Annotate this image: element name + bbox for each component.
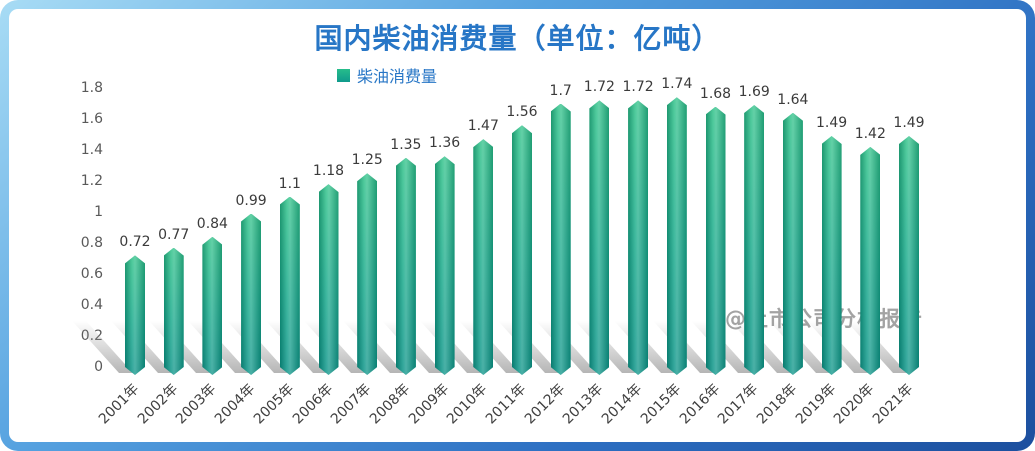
y-axis-tick-label: 1.6 bbox=[80, 111, 103, 127]
bar-value-label: 1.35 bbox=[390, 136, 422, 153]
legend: 柴油消费量 bbox=[337, 63, 437, 87]
bar bbox=[667, 97, 687, 375]
bar bbox=[783, 113, 803, 375]
bar bbox=[357, 173, 377, 375]
bar-value-label: 0.84 bbox=[196, 215, 228, 232]
bar-value-label: 1.72 bbox=[583, 79, 615, 96]
bar bbox=[280, 197, 300, 376]
y-axis-tick-label: 0 bbox=[94, 359, 103, 375]
bar-value-label: 1.25 bbox=[351, 152, 383, 169]
bar-value-label: 1.72 bbox=[622, 79, 654, 96]
plot-area: @上市公司分析报告 00.20.40.60.811.21.41.61.80.72… bbox=[9, 9, 1026, 442]
bar bbox=[396, 158, 416, 375]
bar bbox=[319, 184, 339, 375]
bar bbox=[164, 248, 184, 375]
legend-label: 柴油消费量 bbox=[357, 67, 438, 86]
bar bbox=[628, 100, 648, 375]
bar-value-label: 1.7 bbox=[549, 82, 572, 99]
bar bbox=[706, 107, 726, 375]
y-axis-tick-label: 0.8 bbox=[80, 235, 103, 251]
bar bbox=[744, 105, 764, 375]
bar bbox=[589, 100, 609, 375]
bar bbox=[860, 147, 880, 375]
bar-value-label: 1.47 bbox=[467, 118, 499, 135]
y-axis-tick-label: 0.6 bbox=[80, 266, 103, 282]
bar-value-label: 1.49 bbox=[893, 115, 925, 132]
bar-value-label: 1.68 bbox=[699, 85, 732, 102]
bar-value-label: 1.69 bbox=[738, 84, 770, 101]
bar-value-label: 1.18 bbox=[312, 163, 345, 180]
bar bbox=[512, 125, 532, 375]
y-axis-tick-label: 1.8 bbox=[80, 80, 103, 96]
bar-value-label: 0.72 bbox=[119, 234, 151, 251]
bar-value-label: 0.99 bbox=[235, 192, 267, 209]
y-axis-tick-label: 1.2 bbox=[80, 173, 103, 189]
bar-value-label: 1.56 bbox=[506, 104, 538, 121]
bar-value-label: 1.49 bbox=[816, 115, 848, 132]
bar bbox=[241, 214, 261, 375]
bar bbox=[435, 156, 455, 375]
bar bbox=[551, 104, 571, 376]
bar-value-label: 1.36 bbox=[429, 135, 461, 152]
chart-title: 国内柴油消费量（单位：亿吨） bbox=[314, 22, 721, 55]
bar bbox=[202, 237, 222, 375]
bar bbox=[822, 136, 842, 375]
y-axis-tick-label: 1.4 bbox=[80, 142, 103, 158]
bar-value-label: 1.74 bbox=[661, 76, 693, 93]
y-axis-tick-label: 0.4 bbox=[80, 297, 103, 313]
y-axis-tick-label: 1 bbox=[94, 204, 103, 220]
bar-value-label: 1.42 bbox=[854, 125, 886, 142]
bar-value-label: 1.64 bbox=[777, 91, 809, 108]
legend-swatch-icon bbox=[337, 68, 350, 82]
chart-canvas: 国内柴油消费量（单位：亿吨） 柴油消费量 @上市公司分析报告 00.20.40.… bbox=[9, 9, 1026, 442]
bar bbox=[899, 136, 919, 375]
bar-value-label: 0.77 bbox=[158, 226, 190, 243]
bar bbox=[125, 255, 145, 375]
bar-value-label: 1.1 bbox=[278, 175, 301, 192]
bar bbox=[473, 139, 493, 375]
